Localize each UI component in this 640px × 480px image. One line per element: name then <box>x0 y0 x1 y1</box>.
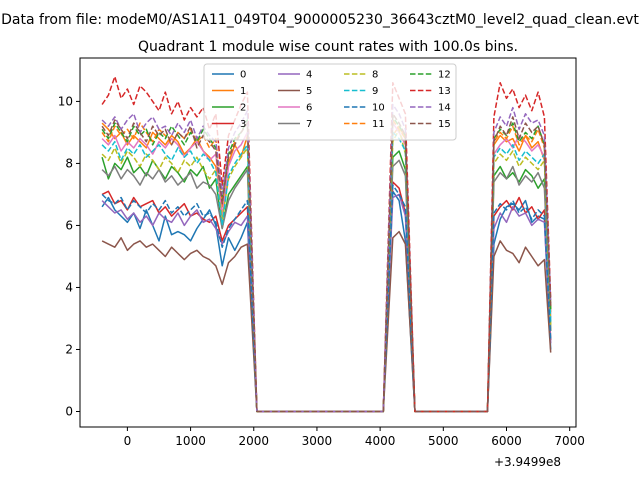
series-line-11 <box>101 119 552 413</box>
series-line-0 <box>101 190 552 413</box>
x-tick-label: 7000 <box>554 434 585 448</box>
series-line-15 <box>101 113 552 413</box>
series-line-4 <box>101 193 552 413</box>
legend-label-13: 13 <box>438 86 451 97</box>
legend-label-12: 12 <box>438 70 451 81</box>
legend-label-6: 6 <box>306 103 312 114</box>
x-tick-label: 3000 <box>302 434 333 448</box>
axes-frame <box>79 57 577 428</box>
series-line-9 <box>101 131 552 413</box>
legend-label-9: 9 <box>372 86 378 97</box>
legend-label-5: 5 <box>306 86 312 97</box>
series-lines <box>101 75 552 413</box>
legend-label-8: 8 <box>372 70 378 81</box>
x-tick-label: 6000 <box>491 434 522 448</box>
series-line-8 <box>101 128 552 413</box>
x-tick-label: 5000 <box>428 434 459 448</box>
series-line-2 <box>101 150 552 413</box>
x-offset-label: +3.9499e8 <box>494 455 561 469</box>
series-line-5 <box>101 230 552 413</box>
x-tick-label: 4000 <box>365 434 396 448</box>
series-line-7 <box>101 159 552 413</box>
legend-label-10: 10 <box>372 103 385 114</box>
x-tick-label: 1000 <box>175 434 206 448</box>
series-line-10 <box>101 184 552 413</box>
series-line-6 <box>101 122 552 413</box>
legend-label-11: 11 <box>372 119 385 130</box>
y-tick-label: 0 <box>65 404 73 418</box>
y-tick-label: 2 <box>65 342 73 356</box>
legend-label-2: 2 <box>240 103 246 114</box>
legend-label-3: 3 <box>240 119 246 130</box>
x-tick-label: 0 <box>124 434 132 448</box>
legend-label-0: 0 <box>240 70 246 81</box>
chart-title: Quadrant 1 module wise count rates with … <box>138 39 518 55</box>
legend-frame <box>203 63 457 141</box>
legend-label-14: 14 <box>438 103 451 114</box>
legend-label-1: 1 <box>240 86 246 97</box>
y-axis: 0 2 4 6 8 10 <box>58 94 80 418</box>
y-tick-label: 8 <box>65 156 73 170</box>
y-tick-label: 10 <box>58 94 73 108</box>
series-line-14 <box>101 103 552 413</box>
series-line-1 <box>101 122 552 413</box>
x-axis: 0 1000 2000 3000 4000 5000 6000 7000 <box>124 427 585 448</box>
y-tick-label: 6 <box>65 218 73 232</box>
legend-label-7: 7 <box>306 119 312 130</box>
legend-label-4: 4 <box>306 70 312 81</box>
chart-suptitle: Data from file: modeM0/AS1A11_049T04_900… <box>1 12 639 28</box>
y-tick-label: 4 <box>65 280 73 294</box>
series-line-3 <box>101 181 552 413</box>
x-tick-label: 2000 <box>238 434 269 448</box>
legend-label-15: 15 <box>438 119 451 130</box>
